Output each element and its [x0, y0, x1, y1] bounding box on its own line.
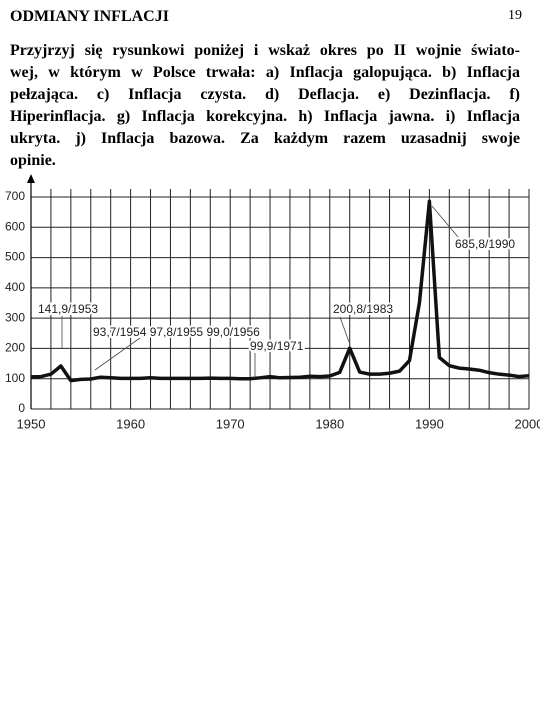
x-tick-label: 1960 — [116, 416, 145, 431]
text-line: pełzająca. c) Inflacja czysta. d) Deflac… — [10, 86, 520, 103]
axis-arrow — [27, 174, 35, 183]
x-tick-label: 2000 — [515, 416, 540, 431]
annotation: 141,9/1953 — [38, 302, 98, 316]
paragraph: Przyjrzyj się rysunkowi poniżej i wskaż … — [10, 40, 520, 172]
annotation: 200,8/1983 — [333, 302, 393, 316]
leader-line — [431, 205, 459, 238]
page-title: ODMIANY INFLACJI — [10, 8, 169, 25]
y-tick-label: 600 — [5, 219, 25, 233]
data-line — [30, 199, 530, 383]
y-tick-label: 100 — [5, 371, 25, 385]
text-line: Przyjrzyj się rysunkowi poniżej i wskaż … — [10, 42, 520, 59]
text-line: Hiperinflacja. g) Inflacja korekcyjna. h… — [10, 108, 520, 125]
y-tick-label: 400 — [5, 280, 25, 294]
y-tick-label: 300 — [5, 310, 25, 324]
chart: 1950 1960 1970 1980 1990 2000 0 100 200 300 400 500… — [5, 174, 540, 431]
x-tick-label: 1990 — [415, 416, 444, 431]
leader-line — [339, 316, 350, 343]
y-tick-label: 500 — [5, 250, 25, 264]
leader-line — [94, 337, 141, 371]
page-number: 19 — [508, 8, 522, 23]
x-tick-label: 1950 — [17, 416, 46, 431]
text-line: wej, w którym w Polsce trwała: a) Inflac… — [10, 64, 520, 81]
text-line: ukryta. j) Inflacja bazowa. Za każdym ra… — [10, 130, 520, 147]
annotation: 685,8/1990 — [455, 237, 515, 251]
x-tick-label: 1970 — [216, 416, 245, 431]
annotation: 93,7/1954 97,8/1955 99,0/1956 — [93, 325, 260, 339]
y-tick-label: 200 — [5, 341, 25, 355]
y-tick-label: 700 — [5, 189, 25, 203]
x-tick-label: 1980 — [315, 416, 344, 431]
y-tick-label: 0 — [18, 401, 25, 415]
text-line: opinie. — [10, 152, 56, 169]
annotation: 99,9/1971 — [250, 339, 304, 353]
